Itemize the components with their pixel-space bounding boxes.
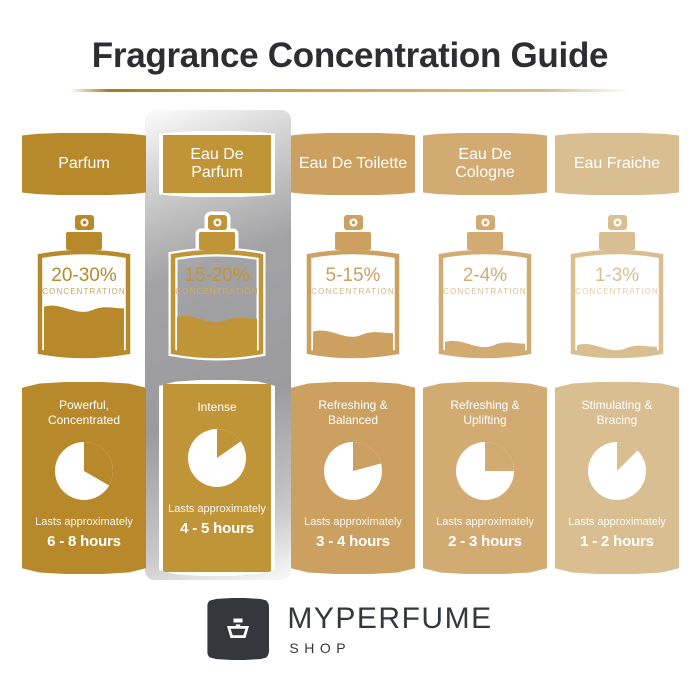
- category-label-text: Eau De Toilette: [298, 155, 408, 173]
- perfume-bottle-graphic: 2-4% CONCENTRATION: [423, 210, 547, 370]
- duration-value: 3 - 4 hours: [316, 532, 390, 550]
- perfume-bottle-graphic: 20-30% CONCENTRATION: [22, 210, 146, 370]
- perfume-bottle-graphic: 15-20% CONCENTRATION: [155, 210, 279, 370]
- longevity-pie-chart: [163, 427, 271, 489]
- description-title: Refreshing & Uplifting: [450, 398, 520, 427]
- perfume-bottle-graphic: 5-15% CONCENTRATION: [291, 210, 415, 370]
- page-title: Fragrance Concentration Guide: [91, 36, 609, 75]
- category-label-text: Eau De Cologne: [455, 146, 515, 181]
- longevity-pie-chart: [555, 440, 679, 502]
- description-card[interactable]: Refreshing & Balanced Lasts approximately…: [291, 382, 415, 574]
- category-label-card[interactable]: Eau De Parfum: [159, 131, 275, 197]
- fragrance-column: Eau Fraiche 1-3% CONCENTRATION Stimulating …: [555, 110, 679, 580]
- lasts-label: Lasts approximately: [168, 503, 266, 515]
- category-label-card[interactable]: Eau De Cologne: [423, 133, 547, 195]
- page-header: Fragrance Concentration Guide: [0, 38, 700, 92]
- duration-value: 4 - 5 hours: [180, 519, 254, 537]
- description-title: Powerful, Concentrated: [47, 398, 121, 427]
- category-label-text: Eau Fraiche: [573, 155, 661, 173]
- title-divider: [70, 89, 630, 92]
- description-title: Refreshing & Balanced: [318, 398, 388, 427]
- perfume-bottle-graphic: 1-3% CONCENTRATION: [555, 210, 679, 370]
- longevity-pie-chart: [22, 440, 146, 502]
- fragrance-column: Eau De Cologne 2-4% CONCENTRATION Refreshin…: [423, 110, 547, 580]
- description-card[interactable]: Intense Lasts approximately 4 - 5 hours: [159, 380, 275, 576]
- description-card[interactable]: Stimulating & Bracing Lasts approximately…: [555, 382, 679, 574]
- brand-wordmark: MYPERFUME SHOP: [287, 601, 493, 656]
- category-label-text: Eau De Parfum: [190, 146, 244, 181]
- fragrance-column: Parfum 20-30% CONCENTRATION Powerful, Conce…: [22, 110, 146, 580]
- brand-logo: MYPERFUME SHOP: [0, 598, 700, 660]
- fragrance-columns: Parfum 20-30% CONCENTRATION Powerful, Conce…: [0, 110, 700, 580]
- description-title: Intense: [197, 400, 237, 414]
- description-card[interactable]: Refreshing & Uplifting Lasts approximatel…: [423, 382, 547, 574]
- longevity-pie-chart: [291, 440, 415, 502]
- category-label-card[interactable]: Parfum: [22, 133, 146, 195]
- lasts-label: Lasts approximately: [304, 516, 402, 528]
- duration-value: 2 - 3 hours: [448, 532, 522, 550]
- perfume-bottle-icon: [207, 598, 270, 660]
- longevity-pie-chart: [423, 440, 547, 502]
- lasts-label: Lasts approximately: [35, 516, 133, 528]
- lasts-label: Lasts approximately: [568, 516, 666, 528]
- description-title: Stimulating & Bracing: [581, 398, 653, 427]
- fragrance-column: Eau De Parfum 15-20% CONCENTRATION Intense L…: [155, 110, 279, 580]
- category-label-text: Parfum: [58, 155, 110, 173]
- duration-value: 1 - 2 hours: [580, 532, 654, 550]
- brand-subtitle: SHOP: [289, 639, 352, 656]
- fragrance-column: Eau De Toilette 5-15% CONCENTRATION Refresh…: [291, 110, 415, 580]
- duration-value: 6 - 8 hours: [47, 532, 121, 550]
- description-card[interactable]: Powerful, Concentrated Lasts approximatel…: [22, 382, 146, 574]
- brand-name: MYPERFUME: [287, 601, 493, 635]
- category-label-card[interactable]: Eau Fraiche: [555, 133, 679, 195]
- category-label-card[interactable]: Eau De Toilette: [291, 133, 415, 195]
- lasts-label: Lasts approximately: [436, 516, 534, 528]
